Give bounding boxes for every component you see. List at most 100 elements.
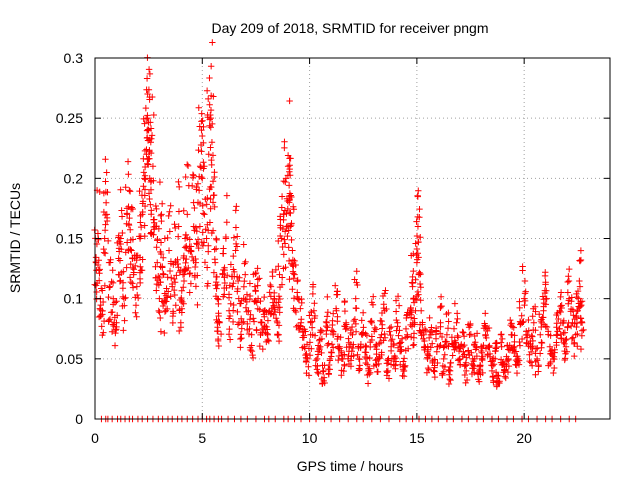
data-point	[496, 378, 503, 385]
data-point	[537, 331, 544, 338]
data-point	[125, 171, 132, 178]
data-point	[133, 283, 141, 290]
data-point	[550, 353, 558, 361]
data-point	[145, 161, 152, 168]
data-point	[308, 318, 316, 325]
data-point	[249, 354, 257, 362]
data-point	[378, 317, 385, 325]
data-point	[334, 318, 341, 325]
data-point	[144, 112, 151, 119]
data-point	[415, 187, 422, 194]
data-point	[263, 323, 270, 331]
data-point	[157, 248, 164, 256]
data-point	[519, 319, 526, 326]
data-point	[577, 298, 584, 306]
data-point	[523, 334, 531, 341]
data-point	[191, 204, 198, 212]
data-point	[360, 324, 367, 331]
data-point	[423, 369, 431, 376]
data-point	[116, 278, 124, 285]
data-point	[381, 290, 388, 297]
data-point	[440, 355, 447, 363]
data-point	[170, 275, 178, 283]
data-point	[165, 247, 173, 254]
data-point	[380, 304, 387, 312]
data-point	[414, 223, 422, 230]
data-point	[562, 343, 570, 350]
data-point	[507, 316, 514, 324]
data-point	[561, 356, 568, 364]
data-point	[397, 339, 405, 346]
data-point	[169, 319, 177, 327]
data-point	[404, 333, 411, 340]
data-point	[353, 268, 360, 275]
data-point	[143, 115, 150, 122]
data-point	[371, 328, 378, 335]
data-point	[383, 368, 390, 375]
data-point	[134, 294, 142, 302]
data-point	[575, 295, 582, 302]
data-point	[410, 267, 417, 275]
data-point	[205, 248, 212, 255]
data-point	[95, 257, 103, 264]
data-point	[383, 360, 391, 367]
data-point	[207, 144, 214, 151]
data-point	[392, 297, 400, 304]
data-point	[490, 361, 498, 368]
data-point	[147, 149, 155, 157]
data-point	[120, 327, 127, 334]
data-point	[188, 182, 196, 190]
data-point	[132, 294, 139, 301]
data-point	[527, 348, 535, 356]
data-point	[317, 326, 324, 334]
data-point	[233, 243, 241, 250]
data-point	[285, 182, 293, 189]
data-point	[210, 269, 218, 276]
data-point	[538, 339, 545, 346]
data-point	[447, 359, 454, 366]
data-point	[352, 328, 360, 335]
data-point	[141, 120, 148, 127]
data-point	[448, 334, 456, 341]
data-point	[562, 350, 569, 357]
data-point	[180, 284, 187, 291]
data-point	[473, 344, 480, 351]
data-point	[472, 338, 479, 346]
data-point	[326, 357, 334, 364]
data-point	[567, 322, 575, 330]
data-point	[267, 310, 274, 318]
data-point	[178, 287, 185, 294]
data-point	[286, 161, 293, 169]
data-point	[410, 341, 418, 348]
data-point	[205, 242, 212, 249]
data-point	[573, 323, 580, 331]
data-point	[160, 254, 167, 261]
data-point	[505, 362, 513, 370]
data-point	[220, 250, 227, 257]
data-point	[157, 314, 164, 322]
data-point	[497, 339, 505, 346]
data-point	[403, 314, 410, 322]
data-point	[294, 278, 301, 285]
data-point	[267, 293, 275, 300]
data-point	[482, 323, 489, 330]
data-point	[437, 304, 444, 311]
y-tick-label: 0.2	[64, 170, 84, 186]
data-point	[209, 178, 217, 185]
data-point	[456, 356, 463, 363]
data-point	[109, 279, 117, 287]
data-point	[106, 283, 114, 290]
data-point	[225, 294, 233, 301]
axis-ticks: 0 0.05 0.1 0.15 0.2 0.25 0.3 0 5 10 15 20	[56, 50, 610, 446]
data-point	[426, 314, 433, 322]
data-point	[516, 342, 524, 349]
data-point	[536, 350, 544, 357]
data-point	[240, 295, 247, 302]
data-point	[198, 110, 205, 117]
data-point	[154, 236, 161, 243]
data-point	[157, 328, 165, 335]
data-point	[192, 224, 200, 231]
data-point	[471, 332, 478, 340]
data-point	[515, 361, 523, 368]
data-point	[396, 327, 403, 334]
